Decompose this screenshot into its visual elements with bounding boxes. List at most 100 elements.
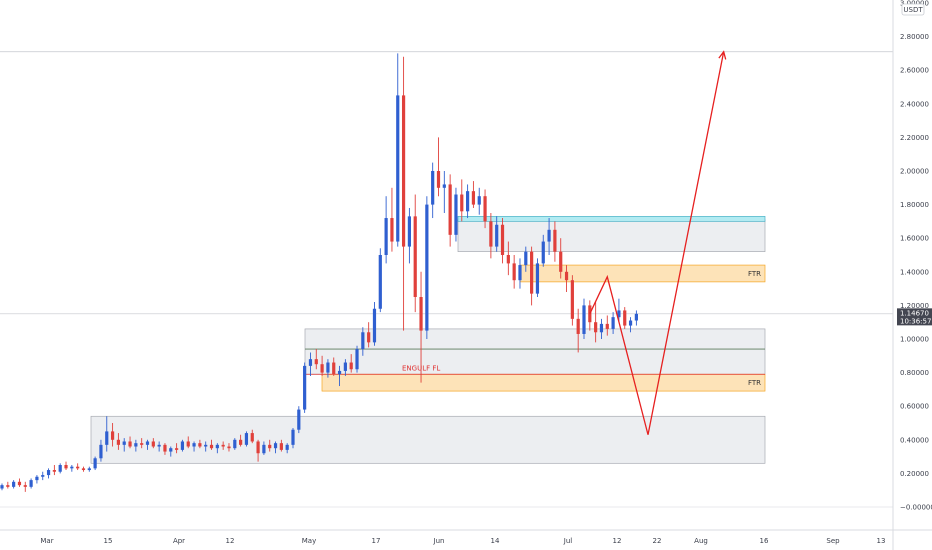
candle [634,310,638,326]
candle-body [623,310,627,326]
candle-body [448,184,452,235]
candle [343,359,347,376]
candle-body [285,444,289,450]
candle [436,137,441,197]
price-axis[interactable]: 3.000002.800002.600002.400002.200002.000… [900,0,932,512]
candle [116,433,120,450]
candle-body [524,251,528,266]
candle-body [407,216,411,247]
y-tick-label: 1.00000 [900,336,929,344]
candle-body [297,409,301,430]
candle-body [244,433,249,445]
x-tick-label: 15 [104,537,113,545]
candle [215,443,219,454]
candle [64,461,68,471]
candle-body [518,265,522,281]
zones-layer: FTR FTR [90,216,766,464]
candle-body [442,184,446,188]
candle [58,463,62,474]
candle-body [332,362,336,375]
candle-body [221,444,225,447]
candle-body [454,194,458,235]
zone-gray [457,219,766,252]
candle [570,275,574,326]
current-price-label: 1.14670 [900,309,929,317]
y-tick-label: 2.60000 [900,67,929,75]
candle-body [209,444,214,449]
x-tick-label: Jul [563,537,573,545]
candle [524,246,528,272]
candle-body [419,297,423,331]
candle [227,443,231,452]
candle-body [99,444,103,459]
candle-body [466,191,470,212]
candle-body [273,443,278,449]
candle [233,438,237,450]
candle [332,357,336,376]
current-price-badge: 1.14670 10:36:57 [897,308,932,326]
y-tick-label: 2.80000 [900,33,929,41]
candle-body [291,429,295,445]
candle [204,441,208,452]
candle [419,271,423,383]
zone-orange [519,264,766,283]
zone-gray [90,415,766,464]
candle [175,443,179,454]
candle [471,181,476,208]
quote-unit-label: USDT [903,6,923,14]
candle [413,194,417,313]
candle-body [617,310,621,318]
candle-body [361,332,365,350]
candle [559,238,563,279]
candle-body [87,468,91,471]
candle-body [279,443,283,450]
candle [279,439,283,452]
candle [541,234,545,267]
candle-body [396,95,400,242]
candle [285,443,289,454]
candle-body [262,444,266,454]
candle-body [134,443,138,447]
candle-body [35,476,39,481]
candle [23,481,27,492]
candle-body [52,470,56,472]
candle-body [559,251,563,272]
candle-body [372,308,377,343]
candle-body [594,322,598,333]
candle [46,468,51,479]
candle-body [233,439,237,449]
candle [17,478,22,487]
time-axis[interactable]: Mar 15 Apr 12 May 17 Jun 14 Jul 12 22 Aug 16 Sep 13 [40,537,885,545]
candle-body [169,448,173,452]
candle [483,189,487,229]
candle [378,248,382,313]
candle [320,355,324,376]
candle-body [12,481,16,487]
quote-unit-badge: USDT [901,3,925,16]
x-tick-label: May [302,537,316,545]
candle-body [576,318,580,334]
candle-body [0,485,4,489]
candle-body [489,221,493,247]
candle-body [384,218,388,255]
candle [180,439,185,452]
candle [594,302,598,343]
candle [349,354,353,373]
countdown-label: 10:36:57 [900,317,931,325]
candle-body [239,439,243,445]
candle [239,434,243,447]
candle-body [76,466,80,469]
candle [157,441,161,452]
candle-body [628,320,633,326]
zone-label: FTR [748,379,761,387]
candle [244,431,249,447]
projection-path [589,51,725,435]
candle [617,298,621,323]
candle-body [349,362,353,370]
candle [35,475,39,484]
zone-label: FTR [748,270,761,278]
candle-body [122,441,126,445]
candle [105,416,109,452]
candle [454,187,458,242]
